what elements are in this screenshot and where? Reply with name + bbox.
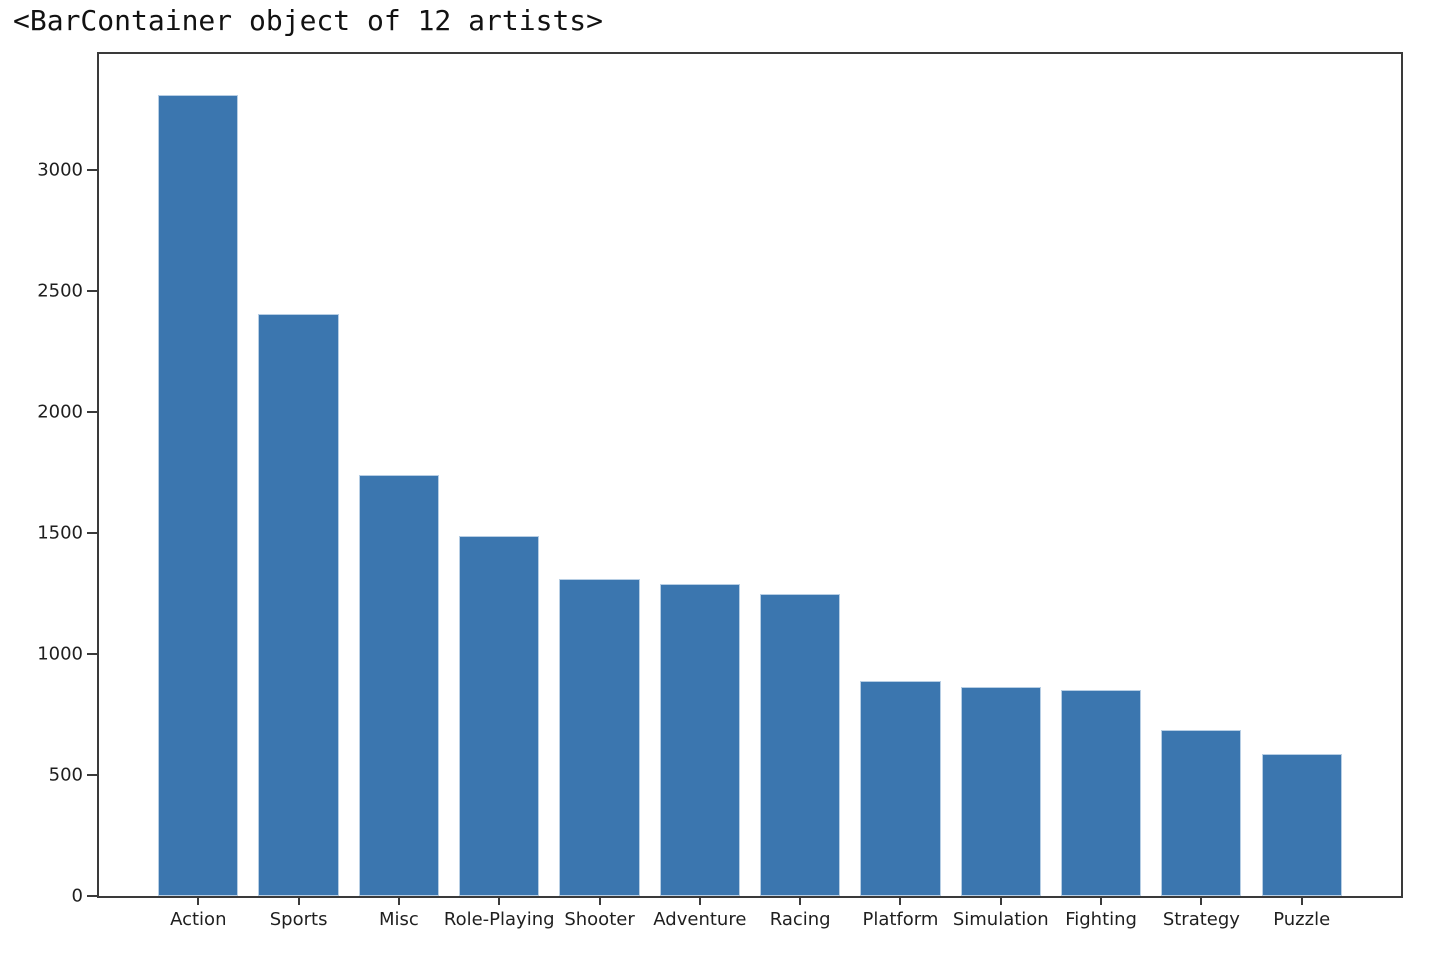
x-tick-mark — [197, 896, 200, 905]
bar-shooter — [559, 579, 640, 896]
x-tick-label-fighting: Fighting — [1065, 909, 1137, 930]
x-tick-label-misc: Misc — [379, 909, 419, 930]
x-tick-label-strategy: Strategy — [1162, 909, 1240, 930]
y-tick-label: 2000 — [37, 401, 83, 423]
x-tick-label-action: Action — [170, 909, 227, 930]
bar-puzzle — [1261, 753, 1342, 896]
y-tick-mark — [87, 169, 97, 172]
bar-racing — [760, 593, 841, 896]
y-tick-label: 500 — [48, 764, 83, 786]
x-tick-label-sports: Sports — [269, 909, 328, 930]
bar-sports — [258, 314, 339, 896]
y-tick-mark — [87, 411, 97, 414]
y-tick-mark — [87, 532, 97, 535]
x-tick-mark — [598, 896, 601, 905]
y-tick-label: 2500 — [37, 280, 83, 302]
y-tick-mark — [87, 895, 97, 897]
x-tick-mark — [297, 896, 300, 905]
bar-misc — [358, 475, 440, 896]
x-tick-mark — [397, 896, 400, 905]
bar-action — [158, 95, 239, 896]
x-tick-label-adventure: Adventure — [653, 909, 747, 930]
bar-platform — [860, 681, 941, 896]
x-tick-label-role-playing: Role-Playing — [443, 909, 555, 930]
plot-area: 0 500 1000 1500 2000 2500 3000 Action Sports Misc… — [37, 52, 1403, 930]
x-tick-label-platform: Platform — [862, 909, 939, 930]
y-tick-label: 3000 — [37, 159, 83, 181]
x-tick-label-puzzle: Puzzle — [1273, 909, 1331, 930]
y-tick-mark — [87, 653, 97, 656]
x-tick-label-shooter: Shooter — [564, 909, 635, 930]
y-tick-label: 1500 — [37, 522, 83, 544]
bar-adventure — [659, 583, 740, 896]
x-tick-mark — [498, 896, 501, 905]
x-tick-label-simulation: Simulation — [952, 909, 1049, 930]
x-tick-label-racing: Racing — [769, 909, 831, 930]
x-tick-mark — [799, 896, 802, 905]
y-tick-mark — [87, 290, 97, 293]
bar-role-playing — [459, 535, 540, 896]
bar-strategy — [1161, 730, 1242, 896]
bar-fighting — [1060, 690, 1142, 896]
x-tick-mark — [698, 896, 701, 905]
x-tick-mark — [1100, 896, 1103, 905]
x-tick-mark — [899, 896, 902, 905]
y-tick-label: 0 — [71, 885, 83, 907]
bar-simulation — [960, 686, 1041, 896]
y-tick-mark — [87, 774, 97, 777]
figure-title: <BarContainer object of 12 artists> — [13, 4, 604, 37]
y-tick-label: 1000 — [37, 643, 83, 665]
x-tick-mark — [1200, 896, 1203, 905]
x-tick-mark — [1300, 896, 1303, 905]
x-tick-mark — [999, 896, 1002, 905]
